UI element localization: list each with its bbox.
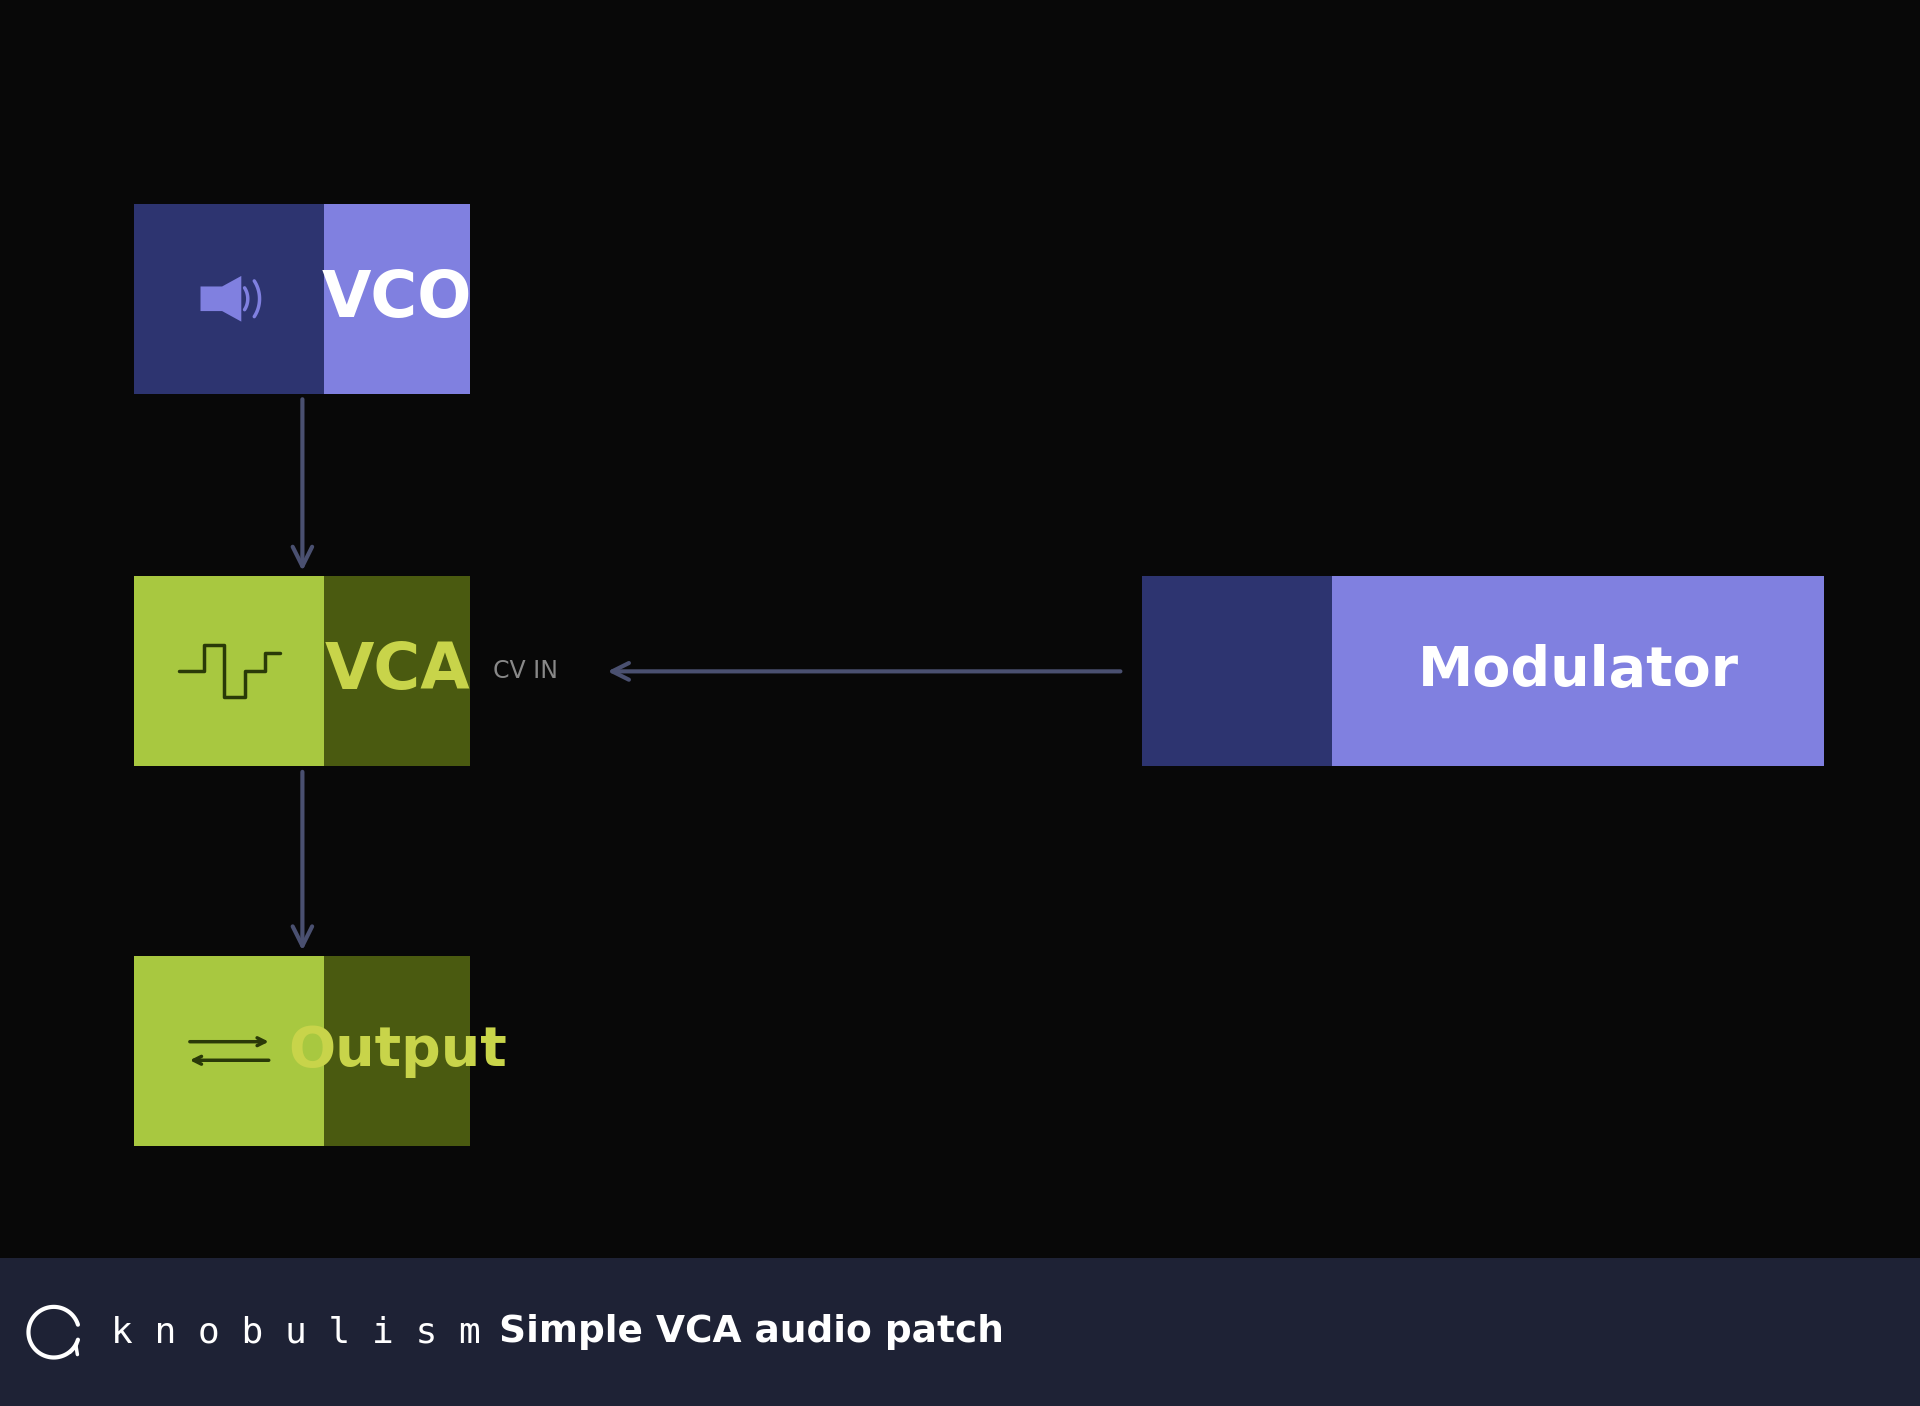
Polygon shape bbox=[200, 276, 242, 322]
FancyBboxPatch shape bbox=[1332, 576, 1824, 766]
Text: CV IN: CV IN bbox=[493, 659, 559, 683]
FancyBboxPatch shape bbox=[0, 1258, 1920, 1406]
Text: Simple VCA audio patch: Simple VCA audio patch bbox=[499, 1315, 1004, 1350]
FancyBboxPatch shape bbox=[134, 956, 324, 1146]
Text: Modulator: Modulator bbox=[1417, 644, 1740, 699]
Text: VCA: VCA bbox=[324, 640, 470, 703]
FancyBboxPatch shape bbox=[134, 576, 324, 766]
Text: VCO: VCO bbox=[323, 267, 472, 330]
FancyBboxPatch shape bbox=[324, 956, 470, 1146]
FancyBboxPatch shape bbox=[1142, 576, 1332, 766]
FancyBboxPatch shape bbox=[324, 576, 470, 766]
FancyBboxPatch shape bbox=[324, 204, 470, 394]
Text: Output: Output bbox=[288, 1024, 507, 1078]
Text: k n o b u l i s m: k n o b u l i s m bbox=[111, 1315, 482, 1350]
FancyBboxPatch shape bbox=[134, 204, 324, 394]
